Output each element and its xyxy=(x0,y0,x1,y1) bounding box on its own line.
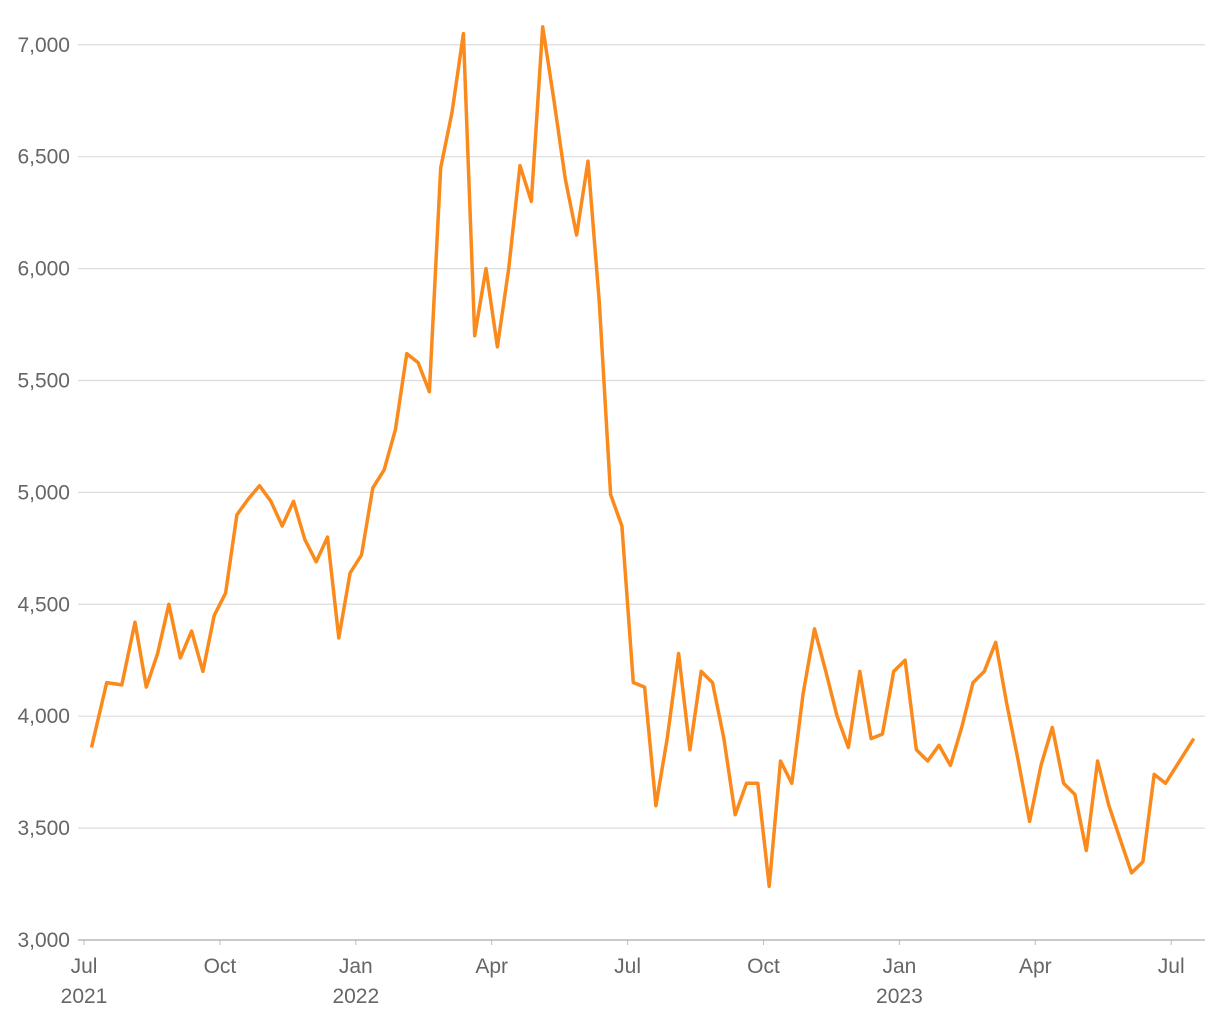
x-tick-label: Apr xyxy=(475,955,508,978)
y-tick-label: 3,500 xyxy=(17,817,70,840)
x-tick-label: Apr xyxy=(1019,955,1052,978)
x-year-label: 2023 xyxy=(876,985,923,1008)
x-tick-label: Jul xyxy=(614,955,641,978)
x-tick-label: Oct xyxy=(747,955,780,978)
x-tick-label: Jan xyxy=(339,955,373,978)
y-tick-label: 4,000 xyxy=(17,705,70,728)
y-tick-label: 6,000 xyxy=(17,258,70,281)
y-tick-label: 7,000 xyxy=(17,34,70,57)
x-tick-label: Jul xyxy=(71,955,98,978)
x-tick-label: Jan xyxy=(882,955,916,978)
line-series xyxy=(89,25,1196,889)
y-tick-label: 6,500 xyxy=(17,146,70,169)
x-tick-label: Oct xyxy=(204,955,237,978)
y-tick-label: 3,000 xyxy=(17,929,70,952)
y-tick-label: 5,500 xyxy=(17,369,70,392)
y-tick-label: 4,500 xyxy=(17,593,70,616)
x-year-label: 2022 xyxy=(332,985,379,1008)
y-tick-label: 5,000 xyxy=(17,481,70,504)
x-year-label: 2021 xyxy=(61,985,108,1008)
x-tick-label: Jul xyxy=(1158,955,1185,978)
